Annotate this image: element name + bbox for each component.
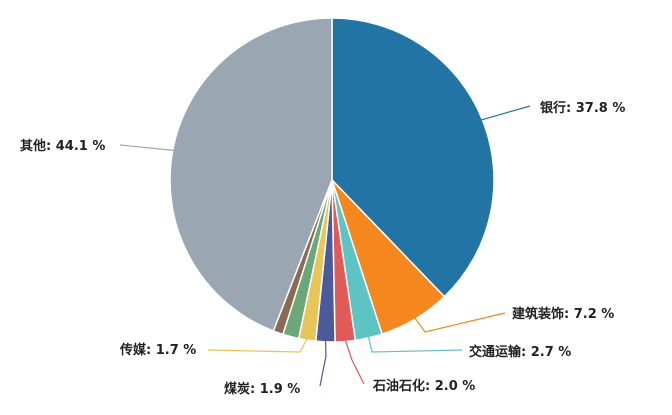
data-label-0: 银行: 37.8 %: [540, 100, 625, 116]
leader-line-3: [344, 339, 365, 385]
data-label-4: 煤炭: 1.9 %: [224, 381, 300, 397]
data-label-3: 石油石化: 2.0 %: [372, 378, 475, 394]
leader-line-0: [480, 105, 531, 121]
leader-line-4: [319, 339, 327, 387]
leader-line-5: [207, 337, 308, 353]
leader-line-2: [367, 335, 463, 353]
data-label-1: 建筑装饰: 7.2 %: [512, 306, 614, 322]
data-label-2: 交通运输: 2.7 %: [469, 344, 571, 360]
leader-line-1: [413, 312, 506, 333]
data-label-8: 其他: 44.1 %: [20, 138, 105, 154]
data-label-5: 传媒: 1.7 %: [119, 342, 196, 358]
leader-line-8: [119, 144, 175, 152]
